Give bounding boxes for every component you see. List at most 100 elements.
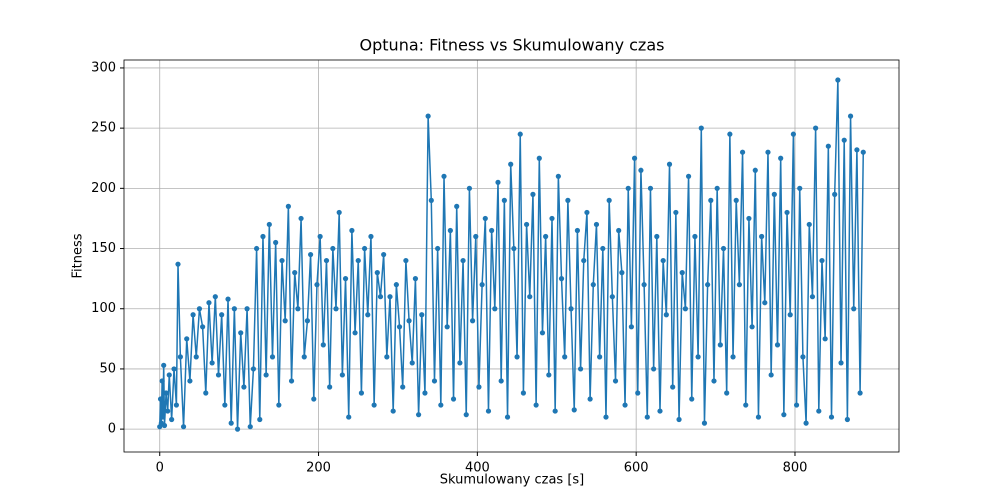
data-point [682, 306, 688, 312]
data-point [813, 125, 819, 131]
x-axis-label: Skumulowany czas [s] [440, 473, 585, 488]
data-point [222, 402, 228, 408]
data-point [444, 324, 450, 330]
data-point [838, 360, 844, 366]
data-point [625, 185, 631, 191]
data-point [381, 251, 387, 258]
data-point [304, 318, 311, 324]
data-point [857, 390, 863, 396]
data-point [231, 306, 237, 312]
data-point [793, 402, 800, 408]
data-point [784, 209, 790, 216]
data-point [584, 209, 590, 216]
data-point [301, 354, 307, 360]
data-point [511, 245, 517, 252]
data-point [396, 324, 403, 330]
y-tick-label: 50 [99, 361, 116, 376]
data-point [193, 354, 199, 360]
data-point [539, 330, 546, 336]
data-point [701, 420, 708, 426]
data-point [581, 257, 587, 264]
data-point [403, 257, 409, 264]
data-point [730, 354, 736, 360]
data-point [562, 354, 568, 360]
data-point [520, 390, 527, 396]
data-point [361, 245, 368, 252]
data-point [778, 155, 784, 161]
data-point [169, 416, 175, 423]
data-point [215, 372, 222, 378]
data-point [854, 147, 860, 153]
data-point [552, 408, 558, 414]
data-line [158, 79, 865, 430]
data-point [400, 384, 406, 390]
data-point [244, 306, 250, 312]
data-point [390, 408, 396, 414]
data-point [666, 161, 673, 167]
data-point [501, 197, 507, 203]
data-point [238, 330, 244, 336]
data-point [412, 276, 419, 282]
data-point [685, 173, 692, 179]
data-point [800, 354, 806, 360]
plot-frame [123, 59, 900, 453]
data-point [530, 191, 536, 197]
data-point [536, 155, 542, 161]
data-point [860, 149, 866, 155]
data-point [438, 402, 444, 408]
data-point [714, 185, 720, 191]
data-point [749, 324, 755, 330]
data-point [720, 245, 727, 252]
data-point [708, 197, 714, 203]
x-tick-label: 800 [783, 461, 808, 476]
data-point [308, 251, 314, 258]
data-point [822, 336, 828, 342]
data-point [469, 318, 476, 324]
data-point [454, 203, 460, 209]
data-point [527, 294, 533, 300]
data-point [393, 282, 399, 288]
data-point [266, 221, 272, 228]
data-point [219, 312, 225, 318]
data-point [663, 312, 669, 318]
data-point [282, 318, 288, 324]
data-point [717, 342, 723, 348]
data-point [600, 245, 606, 252]
data-point [200, 324, 206, 330]
data-point [260, 233, 266, 240]
data-point [549, 215, 555, 222]
data-point [349, 227, 355, 234]
data-point [184, 336, 190, 342]
data-point [241, 384, 247, 390]
data-point [577, 366, 584, 372]
data-point [346, 414, 352, 420]
data-point [825, 143, 831, 149]
data-point [606, 197, 612, 203]
data-point [384, 354, 390, 360]
data-point [654, 233, 660, 240]
data-point [755, 414, 762, 420]
data-point [593, 221, 600, 228]
data-point [689, 396, 695, 402]
y-tick-label: 150 [91, 241, 116, 256]
x-tick-label: 600 [624, 461, 649, 476]
y-tick-label: 300 [91, 60, 116, 75]
data-point [692, 233, 698, 240]
data-point [428, 197, 434, 203]
y-tick-label: 250 [91, 121, 116, 136]
data-point [651, 366, 657, 372]
data-point [736, 282, 742, 288]
data-point [698, 125, 704, 131]
data-point [727, 131, 733, 137]
data-point [498, 378, 504, 384]
data-point [558, 276, 565, 282]
data-point [203, 390, 209, 396]
data-point [787, 312, 793, 318]
data-point [743, 402, 749, 408]
data-point [435, 245, 441, 252]
data-point [196, 306, 203, 312]
data-point [177, 354, 183, 360]
data-point [415, 412, 422, 418]
